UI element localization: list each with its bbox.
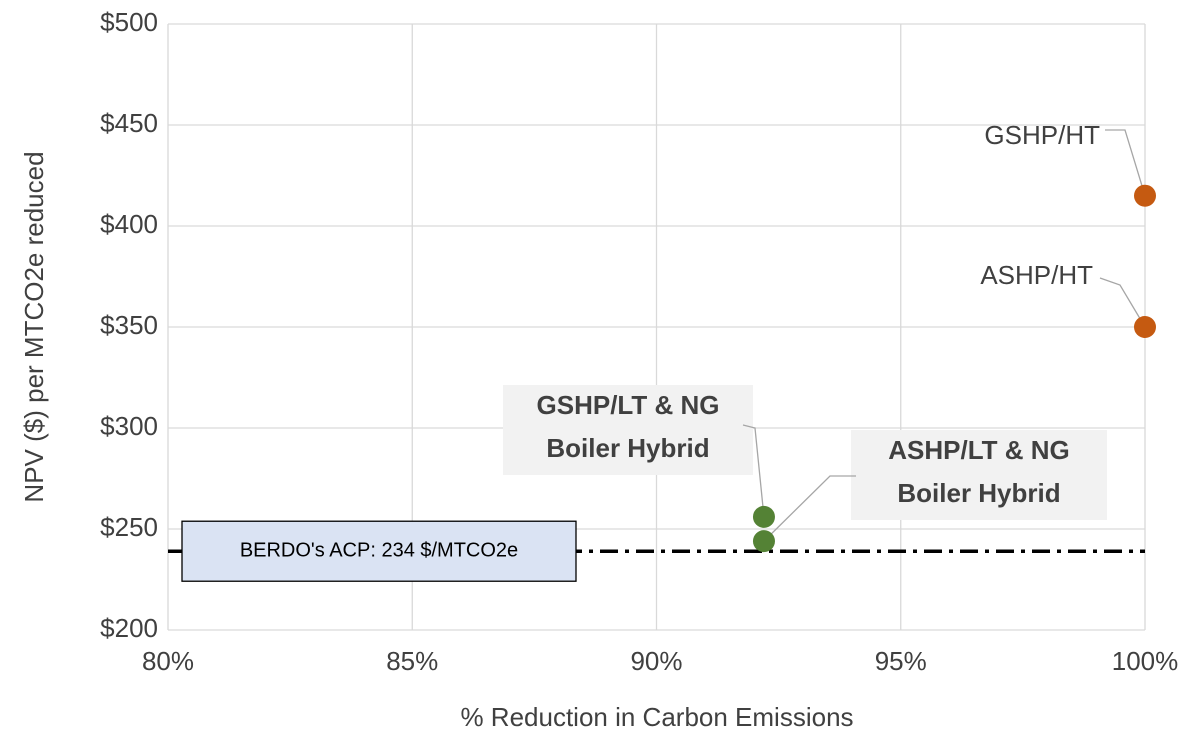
leader-line (763, 475, 856, 542)
x-tick-label: 85% (386, 646, 438, 676)
point-label-box (503, 385, 753, 475)
x-tick-label: 90% (630, 646, 682, 676)
point-label: GSHP/LT & NG (537, 390, 720, 420)
leader-line (1105, 129, 1146, 196)
point (1134, 184, 1156, 207)
point (752, 505, 775, 528)
x-tick-label: 100% (1112, 646, 1179, 676)
y-axis-title: NPV ($) per MTCO2e reduced (19, 151, 49, 502)
reference-label-box (181, 520, 577, 582)
reference-label: BERDO's ACP: 234 $/MTCO2e (240, 540, 518, 562)
point-label: Boiler Hybrid (897, 478, 1060, 508)
y-tick-label: $300 (100, 411, 158, 441)
x-tick-label: 95% (875, 646, 927, 676)
point-label: ASHP/HT (980, 260, 1093, 290)
point-label: ASHP/LT & NG (888, 435, 1070, 465)
y-tick-label: $250 (100, 512, 158, 542)
leader-line (1099, 277, 1146, 328)
point-label: Boiler Hybrid (546, 433, 709, 463)
point (752, 530, 775, 553)
x-axis-title: % Reduction in Carbon Emissions (460, 702, 853, 732)
y-tick-label: $350 (100, 310, 158, 340)
x-tick-label: 80% (142, 646, 194, 676)
point-label-box (851, 430, 1107, 520)
point-label: GSHP/HT (984, 120, 1100, 150)
y-tick-label: $200 (100, 613, 158, 643)
leader-line (742, 424, 765, 517)
y-tick-label: $500 (100, 7, 158, 37)
y-tick-label: $400 (100, 209, 158, 239)
point (1134, 316, 1156, 338)
y-tick-label: $450 (100, 108, 158, 138)
